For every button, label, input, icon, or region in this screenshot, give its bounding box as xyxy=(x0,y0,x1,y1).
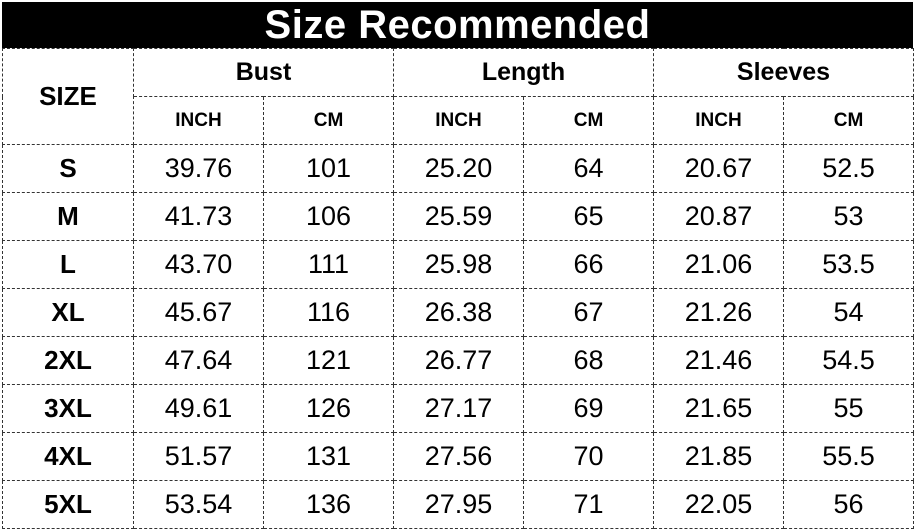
sleeves-in-cell: 21.85 xyxy=(653,432,784,481)
sleeves-cm-header: CM xyxy=(783,96,914,145)
length-cm-cell: 71 xyxy=(523,480,654,529)
length-in-cell: 27.56 xyxy=(393,432,524,481)
table-row: S 39.76 101 25.20 64 20.67 52.5 xyxy=(2,144,914,193)
table-row: 5XL 53.54 136 27.95 71 22.05 56 xyxy=(2,480,914,529)
bust-in-cell: 41.73 xyxy=(133,192,264,241)
size-cell: L xyxy=(2,240,134,289)
bust-header: Bust xyxy=(133,48,394,97)
sleeves-in-cell: 21.46 xyxy=(653,336,784,385)
bust-cm-cell: 131 xyxy=(263,432,394,481)
bust-in-cell: 47.64 xyxy=(133,336,264,385)
sleeves-cm-cell: 56 xyxy=(783,480,914,529)
bust-cm-cell: 101 xyxy=(263,144,394,193)
sleeves-in-cell: 22.05 xyxy=(653,480,784,529)
length-cm-header: CM xyxy=(523,96,654,145)
page-title: Size Recommended xyxy=(2,2,913,48)
length-in-cell: 25.98 xyxy=(393,240,524,289)
size-table: SIZE Bust Length Sleeves INCH CM INCH CM… xyxy=(2,48,914,529)
sleeves-in-cell: 21.06 xyxy=(653,240,784,289)
table-row: 3XL 49.61 126 27.17 69 21.65 55 xyxy=(2,384,914,433)
bust-cm-cell: 126 xyxy=(263,384,394,433)
bust-cm-cell: 106 xyxy=(263,192,394,241)
sleeves-cm-cell: 52.5 xyxy=(783,144,914,193)
length-in-cell: 27.95 xyxy=(393,480,524,529)
bust-inch-header: INCH xyxy=(133,96,264,145)
sleeves-cm-cell: 55 xyxy=(783,384,914,433)
length-in-cell: 26.38 xyxy=(393,288,524,337)
sleeves-in-cell: 21.26 xyxy=(653,288,784,337)
bust-cm-cell: 121 xyxy=(263,336,394,385)
length-header: Length xyxy=(393,48,654,97)
size-cell: 3XL xyxy=(2,384,134,433)
sleeves-cm-cell: 53.5 xyxy=(783,240,914,289)
sleeves-cm-cell: 53 xyxy=(783,192,914,241)
size-cell: S xyxy=(2,144,134,193)
size-cell: 2XL xyxy=(2,336,134,385)
length-cm-cell: 64 xyxy=(523,144,654,193)
size-cell: XL xyxy=(2,288,134,337)
sleeves-cm-cell: 54.5 xyxy=(783,336,914,385)
sleeves-header: Sleeves xyxy=(653,48,914,97)
length-cm-cell: 68 xyxy=(523,336,654,385)
length-in-cell: 25.59 xyxy=(393,192,524,241)
length-in-cell: 25.20 xyxy=(393,144,524,193)
length-in-cell: 27.17 xyxy=(393,384,524,433)
length-cm-cell: 69 xyxy=(523,384,654,433)
bust-in-cell: 53.54 xyxy=(133,480,264,529)
bust-cm-header: CM xyxy=(263,96,394,145)
sleeves-in-cell: 20.67 xyxy=(653,144,784,193)
bust-cm-cell: 136 xyxy=(263,480,394,529)
bust-in-cell: 43.70 xyxy=(133,240,264,289)
bust-in-cell: 45.67 xyxy=(133,288,264,337)
table-row: 4XL 51.57 131 27.56 70 21.85 55.5 xyxy=(2,432,914,481)
sleeves-in-cell: 21.65 xyxy=(653,384,784,433)
bust-cm-cell: 111 xyxy=(263,240,394,289)
sleeves-inch-header: INCH xyxy=(653,96,784,145)
sleeves-cm-cell: 55.5 xyxy=(783,432,914,481)
table-row: XL 45.67 116 26.38 67 21.26 54 xyxy=(2,288,914,337)
length-cm-cell: 67 xyxy=(523,288,654,337)
length-in-cell: 26.77 xyxy=(393,336,524,385)
bust-in-cell: 51.57 xyxy=(133,432,264,481)
table-row: M 41.73 106 25.59 65 20.87 53 xyxy=(2,192,914,241)
bust-in-cell: 49.61 xyxy=(133,384,264,433)
size-cell: M xyxy=(2,192,134,241)
bust-in-cell: 39.76 xyxy=(133,144,264,193)
size-cell: 4XL xyxy=(2,432,134,481)
length-inch-header: INCH xyxy=(393,96,524,145)
table-row: 2XL 47.64 121 26.77 68 21.46 54.5 xyxy=(2,336,914,385)
length-cm-cell: 70 xyxy=(523,432,654,481)
length-cm-cell: 65 xyxy=(523,192,654,241)
bust-cm-cell: 116 xyxy=(263,288,394,337)
table-row: L 43.70 111 25.98 66 21.06 53.5 xyxy=(2,240,914,289)
size-cell: 5XL xyxy=(2,480,134,529)
sleeves-in-cell: 20.87 xyxy=(653,192,784,241)
sleeves-cm-cell: 54 xyxy=(783,288,914,337)
length-cm-cell: 66 xyxy=(523,240,654,289)
size-header: SIZE xyxy=(2,48,134,145)
